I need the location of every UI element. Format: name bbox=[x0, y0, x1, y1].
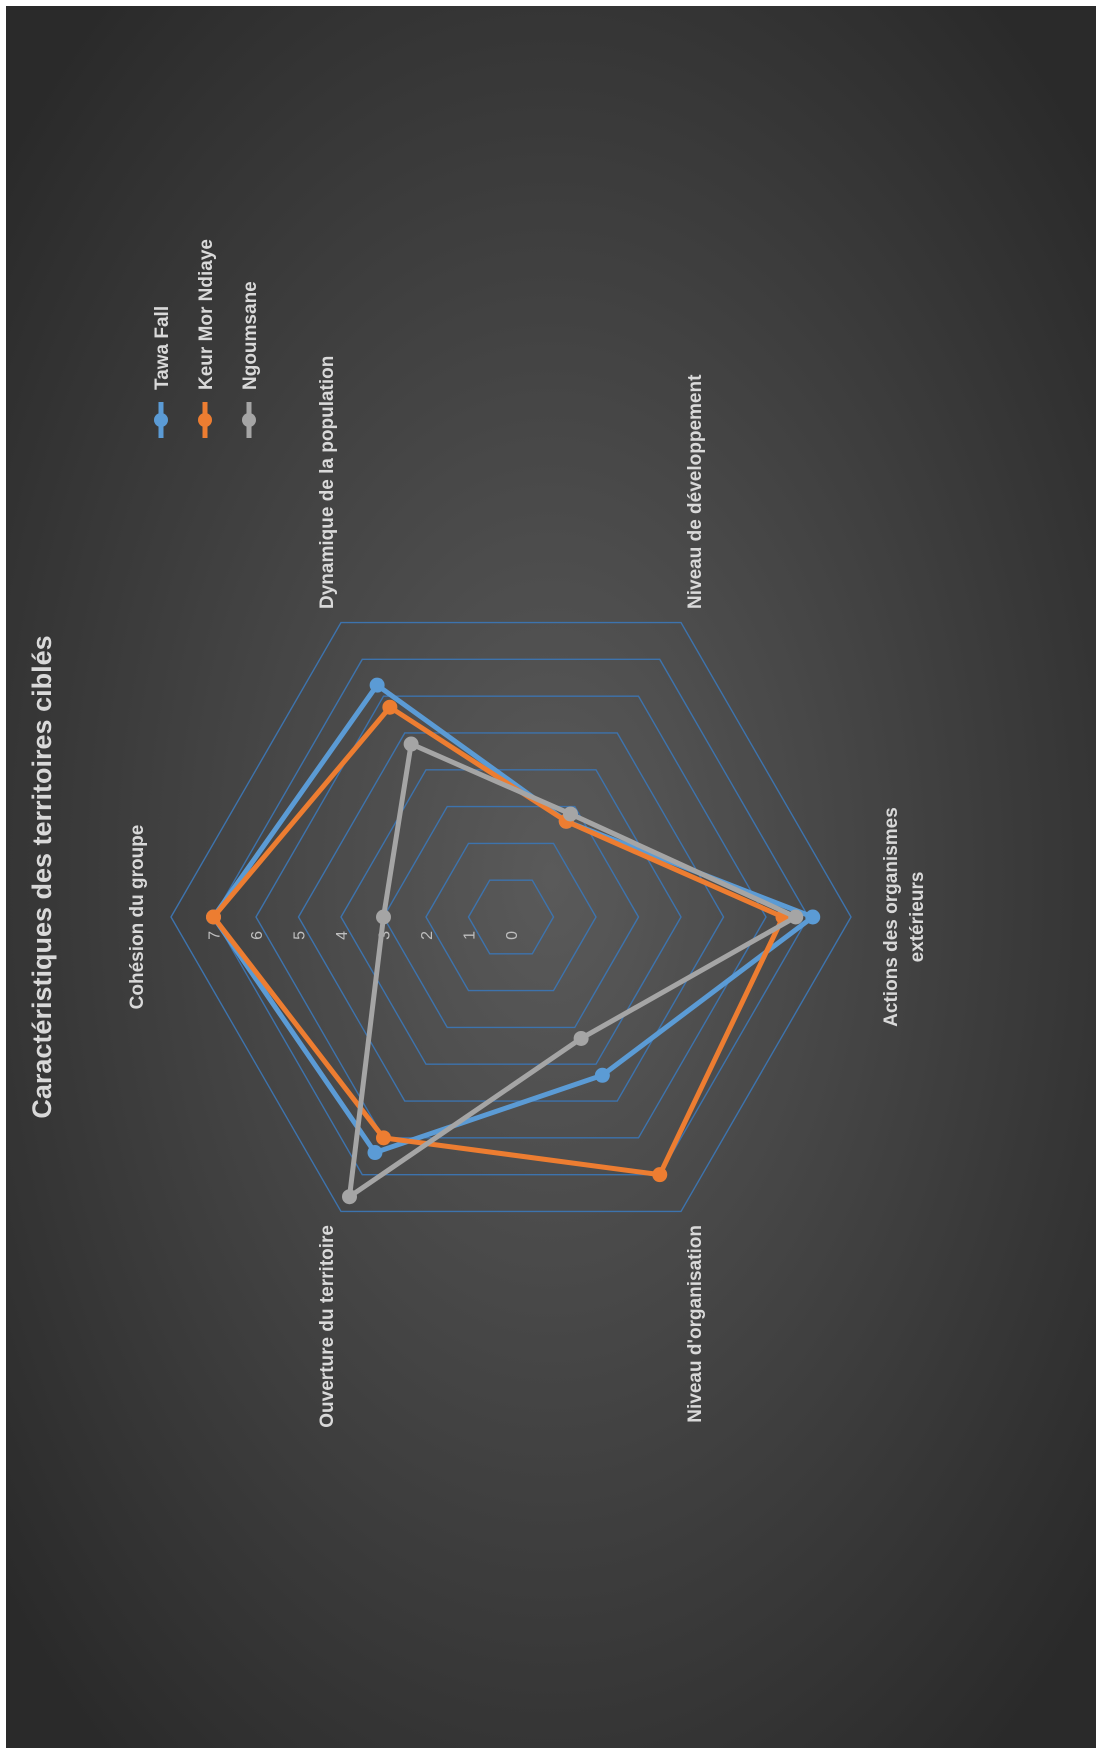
series-point bbox=[805, 909, 821, 925]
legend-marker bbox=[154, 413, 168, 427]
grid-ring bbox=[340, 769, 682, 1065]
grid-ring bbox=[382, 805, 640, 1029]
axis-label: Actions des organismes bbox=[881, 807, 902, 1027]
legend-label: Tawa Fall bbox=[152, 306, 173, 390]
series-point bbox=[376, 909, 391, 925]
tick-label: 1 bbox=[462, 931, 479, 940]
axis-label: Cohésion du groupe bbox=[127, 825, 148, 1010]
series-point bbox=[206, 909, 221, 925]
axis-label: Ouverture du territoire bbox=[317, 1225, 338, 1428]
legend-label: Keur Mor Ndiaye bbox=[196, 239, 217, 390]
series-point bbox=[382, 699, 398, 715]
axis-label: Niveau de développement bbox=[685, 374, 706, 609]
series-point bbox=[652, 1167, 668, 1183]
series-point bbox=[342, 1189, 357, 1205]
chart-title: Caractéristiques des territoires ciblés bbox=[27, 635, 57, 1118]
axis-label: extérieurs bbox=[907, 872, 928, 963]
chart-area bbox=[6, 6, 1096, 1748]
legend-marker bbox=[242, 413, 256, 427]
tick-labels: 0 1 2 3 4 5 6 7 bbox=[207, 931, 522, 940]
grid-ring bbox=[297, 732, 725, 1102]
series-point bbox=[369, 677, 385, 693]
tick-label: 3 bbox=[377, 931, 394, 940]
tick-label: 6 bbox=[249, 931, 266, 940]
series-point bbox=[573, 1030, 589, 1046]
tick-label: 5 bbox=[292, 931, 309, 940]
series-point bbox=[376, 1130, 391, 1146]
axis-labels: Cohésion du groupe Dynamique de la popula… bbox=[127, 356, 928, 1428]
tick-label: 7 bbox=[207, 931, 224, 940]
grid-ring bbox=[425, 842, 597, 992]
tick-label: 0 bbox=[504, 931, 521, 940]
legend: Tawa Fall Keur Mor Ndiaye Ngoumsane bbox=[152, 239, 261, 438]
grid-ring bbox=[170, 621, 852, 1213]
legend-marker bbox=[198, 413, 212, 427]
axis-label: Dynamique de la population bbox=[317, 356, 338, 609]
legend-label: Ngoumsane bbox=[240, 281, 261, 390]
grid-ring bbox=[467, 879, 555, 955]
series-point bbox=[788, 909, 804, 925]
series-layer bbox=[206, 677, 821, 1205]
series-point bbox=[403, 736, 419, 752]
tick-label: 4 bbox=[334, 931, 351, 940]
series-point bbox=[367, 1145, 383, 1161]
series-point bbox=[563, 806, 578, 822]
tick-label: 2 bbox=[419, 931, 436, 940]
axis-label: Niveau d'organisation bbox=[685, 1225, 706, 1423]
series-point bbox=[594, 1067, 610, 1083]
